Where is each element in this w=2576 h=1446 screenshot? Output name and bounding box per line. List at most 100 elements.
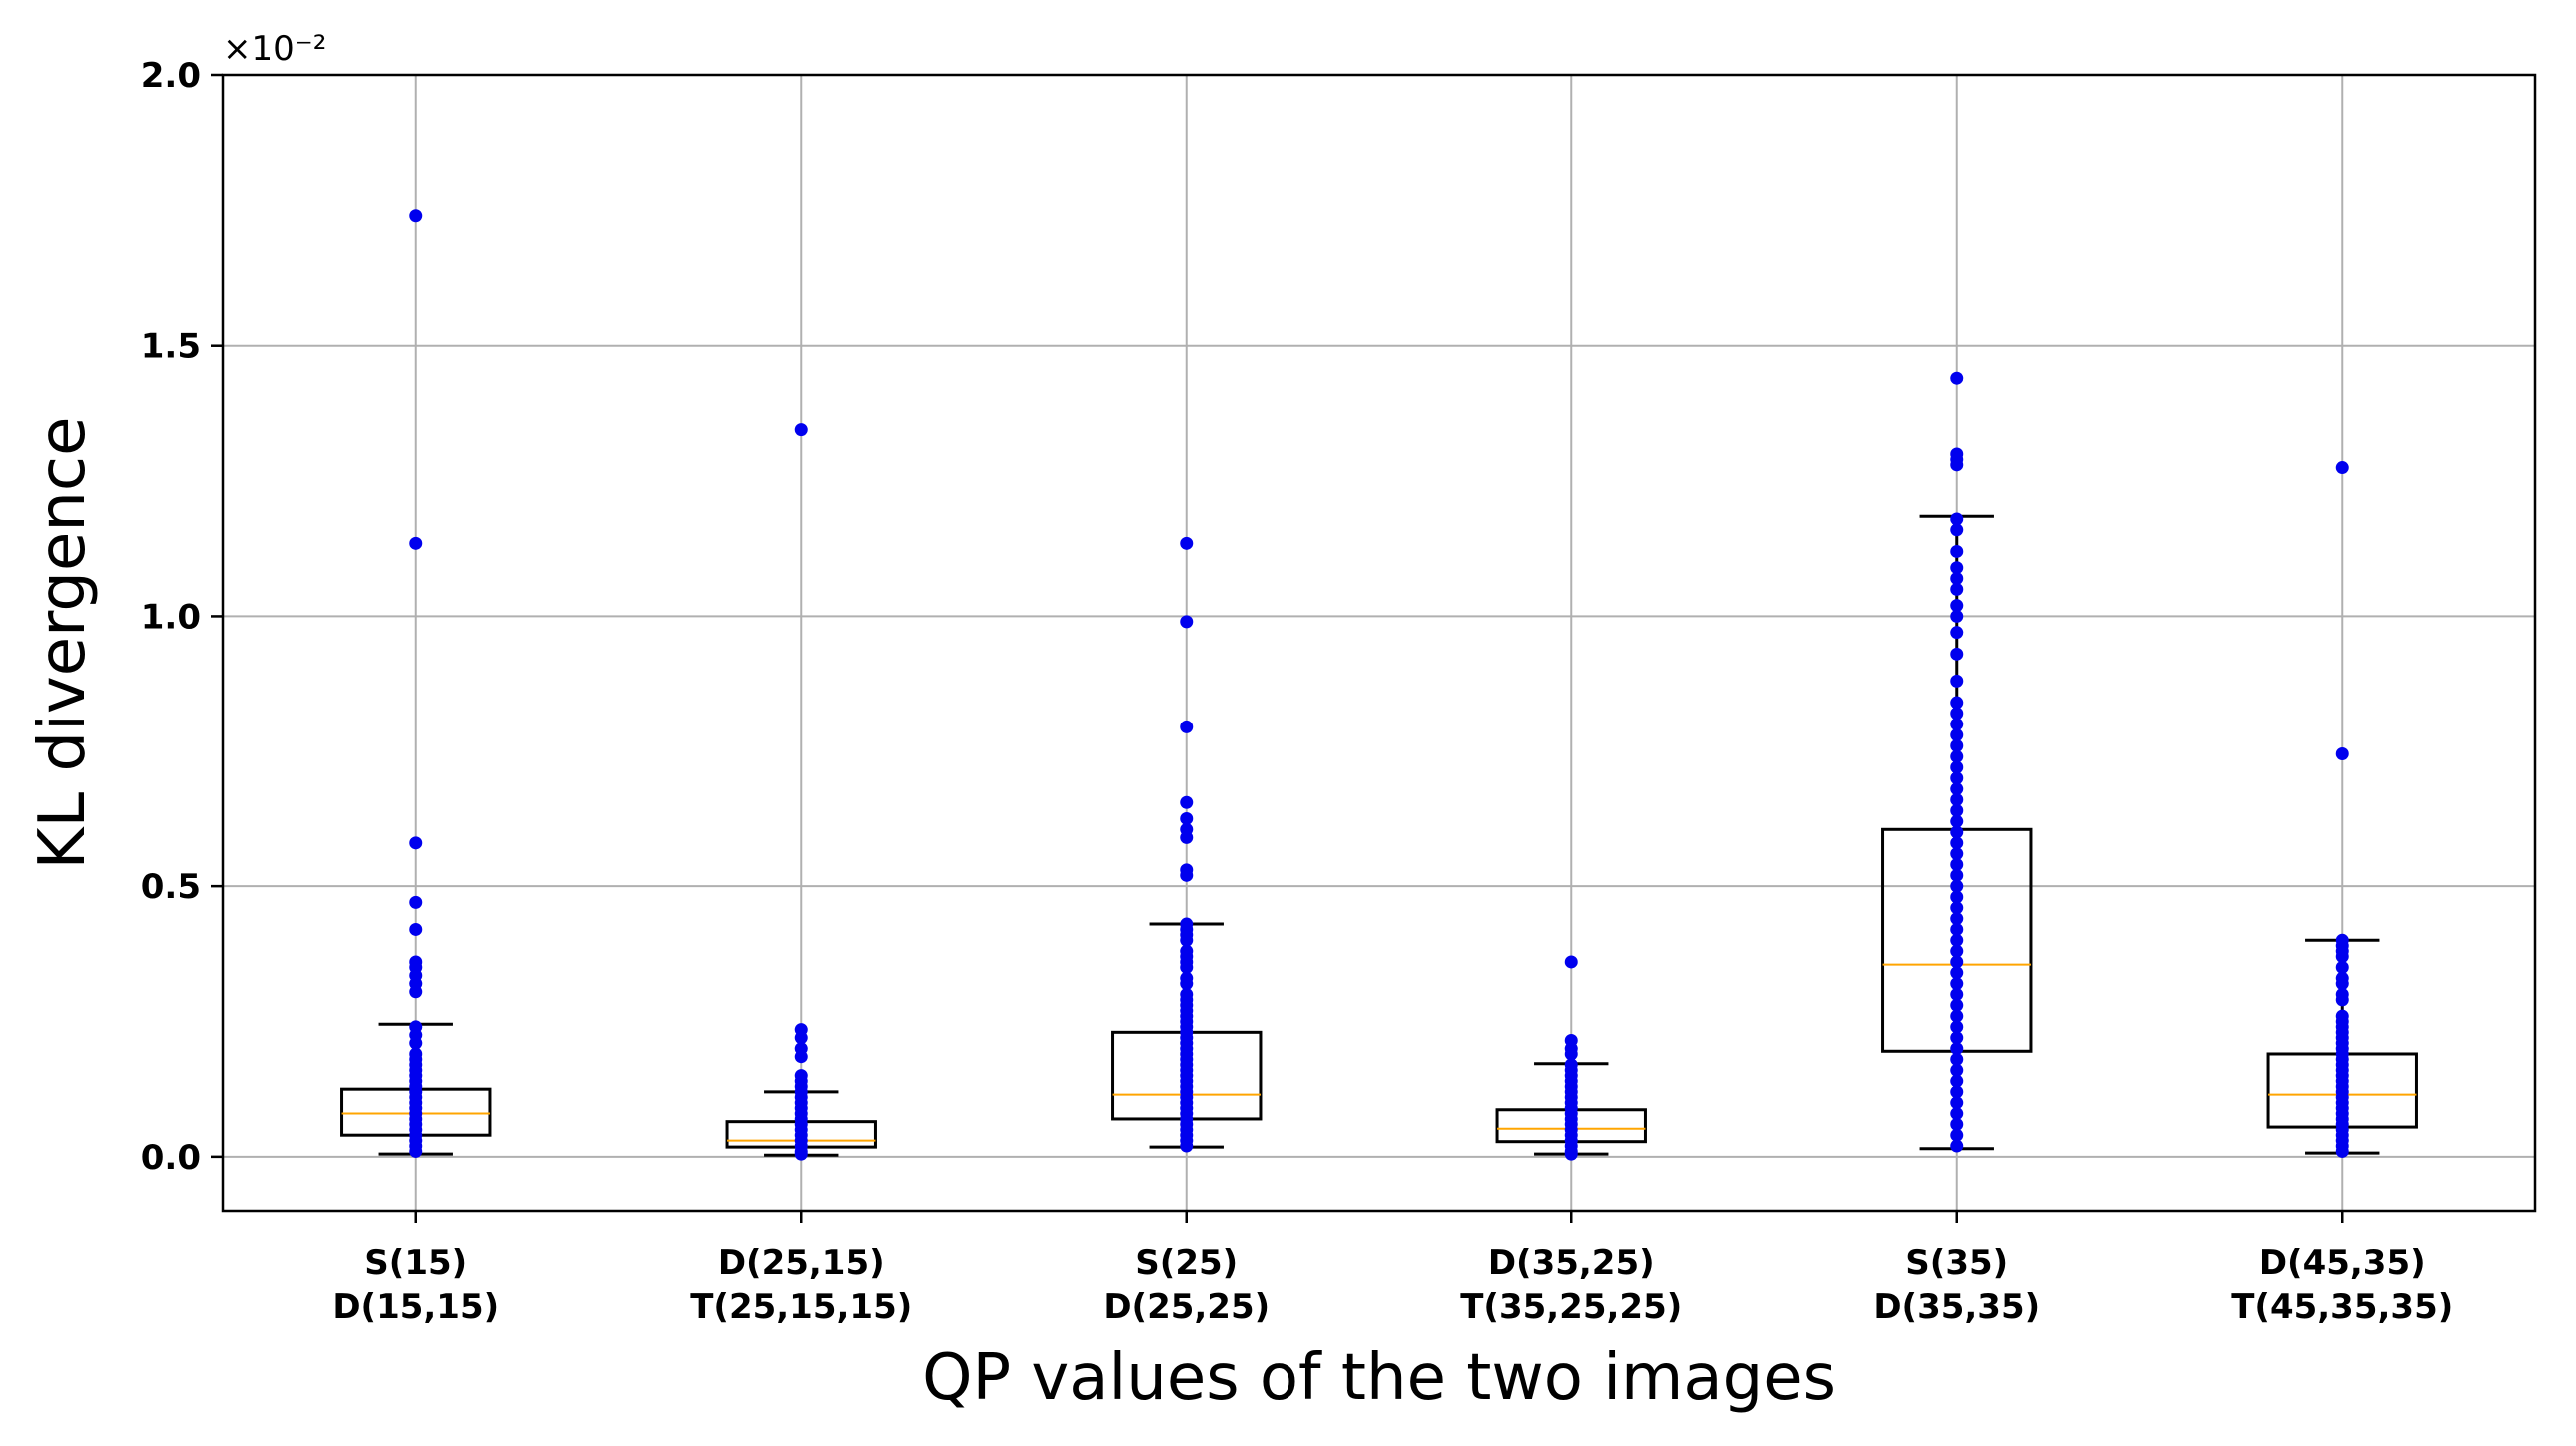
x-tick-label: D(35,25) — [1488, 1243, 1655, 1283]
y-tick-label: 1.0 — [141, 597, 201, 637]
data-point — [1950, 728, 1964, 742]
data-point — [2335, 977, 2349, 991]
x-tick-label: S(35) — [1905, 1243, 2008, 1283]
data-point — [1950, 1031, 1964, 1045]
data-point — [1950, 718, 1964, 731]
data-point — [409, 209, 423, 223]
x-tick-label: T(25,15,15) — [690, 1287, 912, 1327]
data-point — [409, 836, 423, 850]
x-tick-label: S(15) — [364, 1243, 467, 1283]
data-point — [1180, 615, 1194, 629]
data-point — [1950, 944, 1964, 958]
data-point — [1950, 836, 1964, 850]
data-point — [409, 536, 423, 550]
x-tick-label: D(25,25) — [1103, 1287, 1270, 1327]
data-point — [409, 895, 423, 909]
data-point — [1950, 1009, 1964, 1023]
data-point — [1950, 696, 1964, 710]
x-tick-label: D(45,35) — [2259, 1243, 2426, 1283]
data-point — [1950, 825, 1964, 839]
data-point — [1950, 1052, 1964, 1066]
data-point — [2335, 960, 2349, 974]
data-point — [1950, 738, 1964, 752]
data-point — [1564, 1147, 1578, 1161]
data-point — [2335, 746, 2349, 760]
data-point — [794, 1050, 808, 1064]
data-point — [1180, 868, 1194, 882]
scatter-points — [409, 209, 2349, 1161]
data-point — [1950, 966, 1964, 980]
y-tick-label: 0.5 — [141, 867, 201, 907]
data-point — [1950, 1042, 1964, 1056]
data-point — [1950, 1139, 1964, 1153]
data-point — [1950, 771, 1964, 785]
data-point — [1950, 512, 1964, 526]
grid-lines — [223, 74, 2535, 1211]
data-point — [1950, 793, 1964, 807]
data-point — [1180, 1139, 1194, 1153]
data-point — [1950, 582, 1964, 596]
data-point — [1950, 599, 1964, 613]
y-tick-label: 1.5 — [141, 327, 201, 367]
data-point — [1564, 955, 1578, 969]
data-point — [1950, 544, 1964, 558]
data-point — [409, 1144, 423, 1158]
data-point — [1950, 523, 1964, 537]
data-point — [1950, 572, 1964, 586]
y-axis-ticks: 0.0 0.5 1.0 1.5 2.0 — [141, 56, 223, 1178]
plot-frame — [221, 73, 2537, 1213]
data-point — [1950, 782, 1964, 796]
x-tick-label: D(35,35) — [1873, 1287, 2040, 1327]
data-point — [409, 985, 423, 999]
data-point — [1950, 1074, 1964, 1088]
data-point — [1950, 760, 1964, 774]
data-point — [1950, 458, 1964, 472]
data-point — [1950, 803, 1964, 817]
data-point — [1564, 1047, 1578, 1061]
data-point — [1950, 371, 1964, 385]
data-point — [1950, 626, 1964, 640]
data-point — [1180, 977, 1194, 991]
x-tick-label: D(25,15) — [718, 1243, 885, 1283]
data-point — [1950, 890, 1964, 904]
data-point — [794, 1147, 808, 1161]
data-point — [1180, 830, 1194, 844]
x-tick-label: S(25) — [1135, 1243, 1238, 1283]
data-point — [794, 1031, 808, 1045]
data-point — [1180, 933, 1194, 947]
data-point — [1180, 720, 1194, 733]
y-tick-label: 0.0 — [141, 1138, 201, 1178]
data-point — [1950, 1096, 1964, 1110]
x-axis-title: QP values of the two images — [922, 1341, 1836, 1415]
data-point — [2335, 993, 2349, 1007]
y-offset-label: ×10⁻² — [223, 29, 326, 69]
data-point — [1950, 879, 1964, 893]
y-tick-label: 2.0 — [141, 56, 201, 96]
data-point — [1950, 987, 1964, 1001]
data-point — [1950, 955, 1964, 969]
data-point — [1950, 707, 1964, 721]
data-point — [409, 1036, 423, 1050]
data-point — [2335, 461, 2349, 475]
data-point — [1950, 901, 1964, 915]
data-point — [1180, 811, 1194, 825]
data-point — [1950, 1085, 1964, 1099]
data-point — [1950, 674, 1964, 688]
data-point — [1180, 536, 1194, 550]
box-series — [340, 514, 2418, 1157]
data-point — [2335, 1144, 2349, 1158]
data-point — [1950, 922, 1964, 936]
data-point — [1950, 933, 1964, 947]
data-point — [1950, 749, 1964, 763]
data-point — [1950, 814, 1964, 828]
data-point — [1950, 847, 1964, 861]
data-point — [794, 423, 808, 437]
data-point — [1180, 795, 1194, 809]
data-point — [1950, 1117, 1964, 1131]
data-point — [2335, 950, 2349, 964]
data-point — [1950, 1107, 1964, 1121]
y-axis-title: KL divergence — [26, 417, 100, 870]
data-point — [1950, 647, 1964, 661]
data-point — [1950, 609, 1964, 623]
